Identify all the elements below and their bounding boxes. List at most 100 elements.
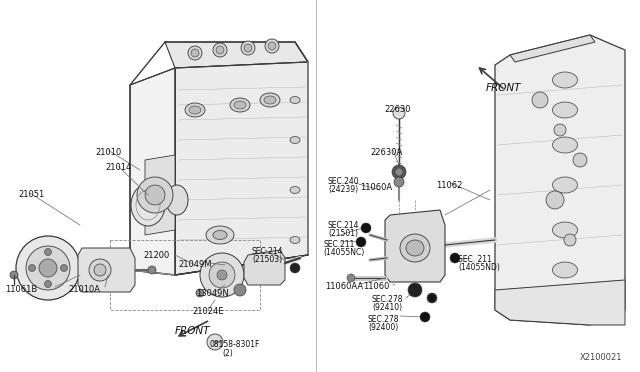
Text: SEC.240: SEC.240 bbox=[328, 177, 360, 186]
Circle shape bbox=[428, 294, 436, 302]
Text: (24239): (24239) bbox=[328, 185, 358, 194]
Circle shape bbox=[393, 107, 405, 119]
Text: 11060A: 11060A bbox=[360, 183, 392, 192]
Ellipse shape bbox=[89, 259, 111, 281]
Text: (21503): (21503) bbox=[252, 255, 282, 264]
Circle shape bbox=[10, 271, 18, 279]
Circle shape bbox=[290, 263, 300, 273]
Text: 22630A: 22630A bbox=[370, 148, 403, 157]
Circle shape bbox=[207, 334, 223, 350]
Text: SEC.278: SEC.278 bbox=[368, 315, 399, 324]
Ellipse shape bbox=[230, 98, 250, 112]
Text: 21024E: 21024E bbox=[192, 307, 223, 316]
Text: SEC. 211: SEC. 211 bbox=[458, 255, 492, 264]
Ellipse shape bbox=[552, 137, 577, 153]
Circle shape bbox=[213, 43, 227, 57]
Circle shape bbox=[427, 293, 437, 303]
Ellipse shape bbox=[552, 72, 577, 88]
Circle shape bbox=[216, 46, 224, 54]
Ellipse shape bbox=[260, 93, 280, 107]
Circle shape bbox=[356, 237, 366, 247]
Text: 11062: 11062 bbox=[436, 181, 462, 190]
Text: 08158-8301F: 08158-8301F bbox=[210, 340, 260, 349]
Ellipse shape bbox=[552, 262, 577, 278]
Text: 21051: 21051 bbox=[18, 190, 44, 199]
Ellipse shape bbox=[552, 222, 577, 238]
Circle shape bbox=[554, 124, 566, 136]
Circle shape bbox=[196, 289, 204, 297]
Ellipse shape bbox=[234, 101, 246, 109]
Polygon shape bbox=[165, 42, 308, 68]
Ellipse shape bbox=[131, 184, 165, 226]
Circle shape bbox=[217, 270, 227, 280]
Text: (92400): (92400) bbox=[368, 323, 398, 332]
Polygon shape bbox=[495, 280, 625, 325]
Text: SEC.214: SEC.214 bbox=[328, 221, 360, 230]
Ellipse shape bbox=[552, 102, 577, 118]
Ellipse shape bbox=[290, 186, 300, 193]
Text: (14055NC): (14055NC) bbox=[323, 248, 364, 257]
Text: SEC.214: SEC.214 bbox=[252, 247, 284, 256]
Text: 21049M: 21049M bbox=[178, 260, 211, 269]
Ellipse shape bbox=[166, 185, 188, 215]
Circle shape bbox=[45, 248, 51, 256]
Polygon shape bbox=[495, 35, 625, 325]
Circle shape bbox=[420, 312, 430, 322]
Ellipse shape bbox=[290, 96, 300, 103]
Circle shape bbox=[209, 262, 235, 288]
Circle shape bbox=[532, 92, 548, 108]
Circle shape bbox=[244, 44, 252, 52]
Circle shape bbox=[39, 259, 57, 277]
Text: FRONT: FRONT bbox=[486, 83, 522, 93]
Text: 13049N: 13049N bbox=[196, 289, 228, 298]
Ellipse shape bbox=[290, 237, 300, 244]
Circle shape bbox=[145, 185, 165, 205]
Circle shape bbox=[191, 49, 199, 57]
Ellipse shape bbox=[213, 231, 227, 240]
Text: (21501): (21501) bbox=[328, 229, 358, 238]
Circle shape bbox=[564, 234, 576, 246]
Circle shape bbox=[394, 177, 404, 187]
Circle shape bbox=[265, 39, 279, 53]
Polygon shape bbox=[145, 155, 175, 235]
Circle shape bbox=[234, 284, 246, 296]
Polygon shape bbox=[510, 35, 595, 62]
Circle shape bbox=[16, 236, 80, 300]
Circle shape bbox=[188, 46, 202, 60]
Ellipse shape bbox=[94, 264, 106, 276]
Polygon shape bbox=[244, 250, 285, 285]
Text: (14055ND): (14055ND) bbox=[458, 263, 500, 272]
Circle shape bbox=[546, 191, 564, 209]
Text: SEC.278: SEC.278 bbox=[372, 295, 403, 304]
Text: FRONT: FRONT bbox=[175, 326, 211, 336]
Ellipse shape bbox=[406, 240, 424, 256]
Circle shape bbox=[408, 283, 422, 297]
Text: 11060AA: 11060AA bbox=[325, 282, 363, 291]
Ellipse shape bbox=[400, 234, 430, 262]
Circle shape bbox=[361, 223, 371, 233]
Text: X2100021: X2100021 bbox=[579, 353, 622, 362]
Circle shape bbox=[137, 177, 173, 213]
Polygon shape bbox=[385, 210, 445, 282]
Circle shape bbox=[61, 264, 67, 272]
Text: 21010A: 21010A bbox=[68, 285, 100, 294]
Text: 21014: 21014 bbox=[105, 163, 131, 172]
Text: 21200: 21200 bbox=[143, 251, 169, 260]
Circle shape bbox=[148, 266, 156, 274]
Circle shape bbox=[392, 165, 406, 179]
Ellipse shape bbox=[552, 177, 577, 193]
Ellipse shape bbox=[189, 106, 201, 114]
Circle shape bbox=[200, 253, 244, 297]
Circle shape bbox=[450, 253, 460, 263]
Text: 11060: 11060 bbox=[363, 282, 389, 291]
Polygon shape bbox=[78, 248, 135, 292]
Text: (92410): (92410) bbox=[372, 303, 402, 312]
Circle shape bbox=[395, 168, 403, 176]
Ellipse shape bbox=[185, 103, 205, 117]
Circle shape bbox=[29, 264, 35, 272]
Circle shape bbox=[347, 274, 355, 282]
Ellipse shape bbox=[206, 226, 234, 244]
Text: (2): (2) bbox=[222, 349, 233, 358]
Circle shape bbox=[26, 246, 70, 290]
Text: SEC.211: SEC.211 bbox=[323, 240, 355, 249]
